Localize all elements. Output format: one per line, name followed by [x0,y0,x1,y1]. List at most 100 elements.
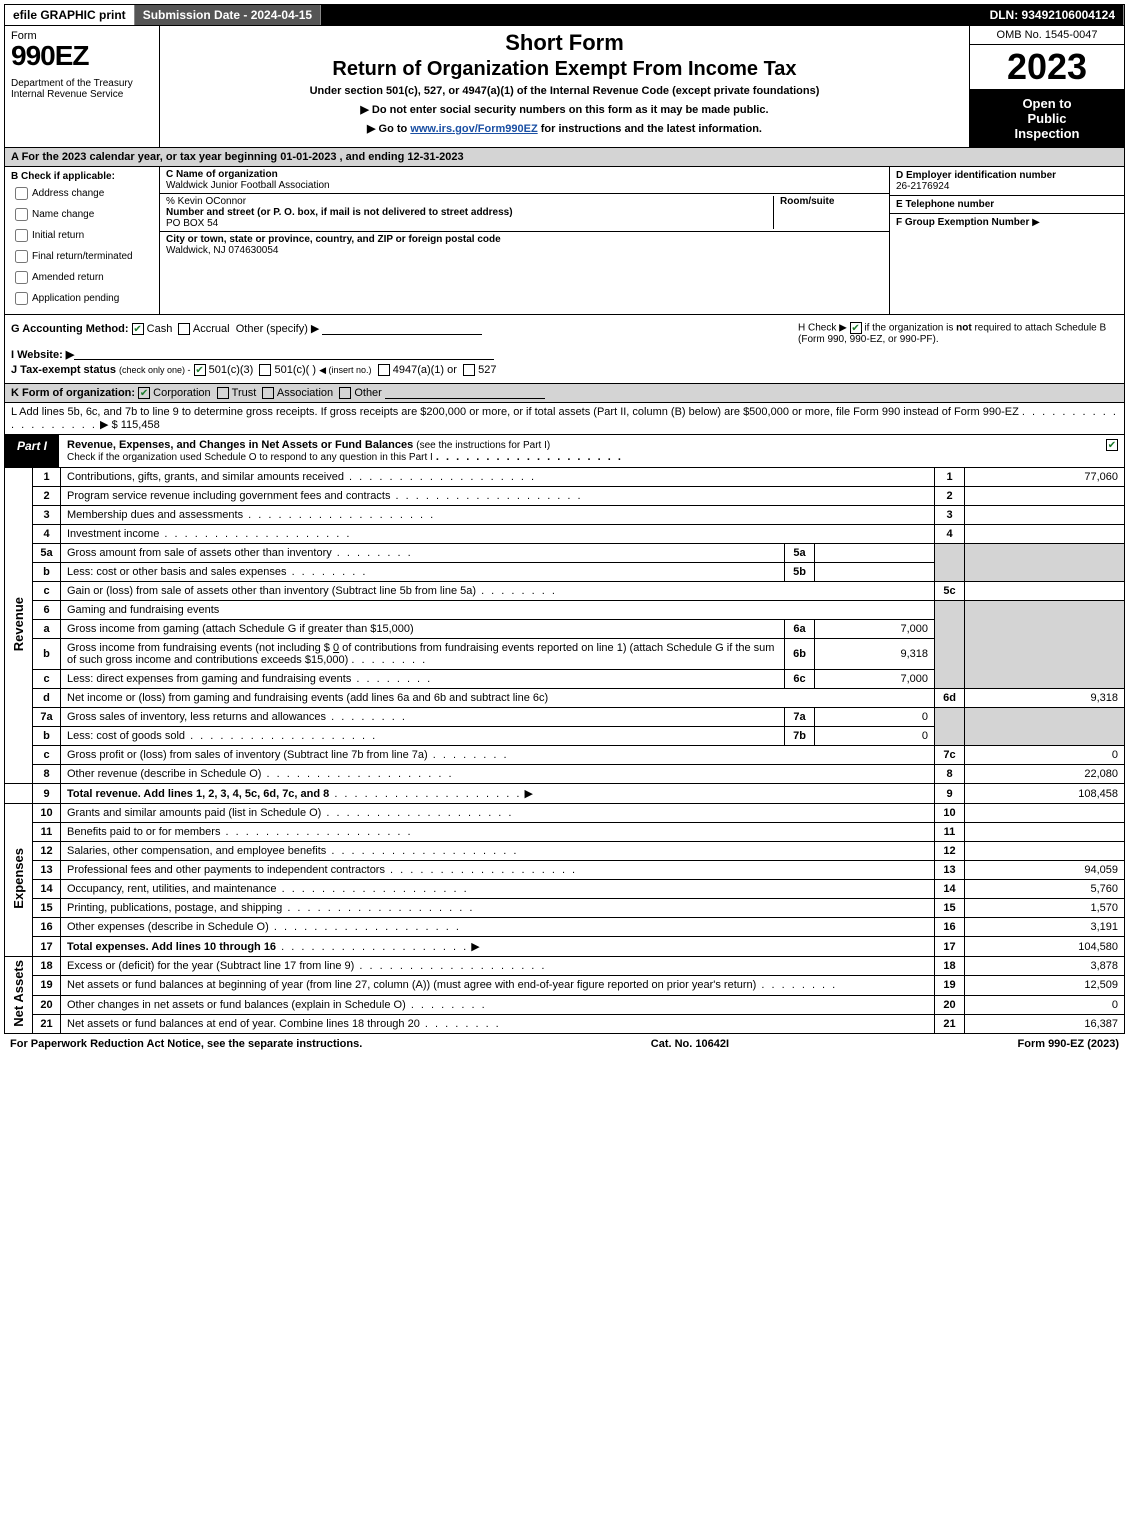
row-line-6: 6 Gaming and fundraising events [5,601,1125,620]
l1-rn: 1 [935,468,965,487]
l5b-desc: Less: cost or other basis and sales expe… [61,563,785,582]
chk-cash[interactable] [132,323,144,335]
l15-rn: 15 [935,899,965,918]
org-name-row: C Name of organization Waldwick Junior F… [160,167,889,194]
irs-link[interactable]: www.irs.gov/Form990EZ [410,123,537,135]
row-line-12: 12 Salaries, other compensation, and emp… [5,842,1125,861]
l11-num: 11 [33,823,61,842]
l17-num: 17 [33,937,61,957]
l4-rv [965,525,1125,544]
footer-catno: Cat. No. 10642I [651,1038,729,1050]
l10-num: 10 [33,804,61,823]
dept-treasury: Department of the Treasury [11,78,153,89]
l15-desc: Printing, publications, postage, and shi… [61,899,935,918]
l2-num: 2 [33,487,61,506]
chk-final-return-box[interactable] [15,250,28,263]
bcdef-block: B Check if applicable: Address change Na… [4,167,1125,315]
efile-label[interactable]: efile GRAPHIC print [5,5,135,25]
chk-final-return[interactable]: Final return/terminated [11,247,153,266]
l16-rv: 3,191 [965,918,1125,937]
l8-desc: Other revenue (describe in Schedule O) [61,765,935,784]
chk-schedule-o-icon [1106,439,1118,451]
chk-4947[interactable] [378,364,390,376]
chk-application-pending-box[interactable] [15,292,28,305]
chk-accrual[interactable] [178,323,190,335]
accrual-label: Accrual [193,323,230,335]
col-c-org-info: C Name of organization Waldwick Junior F… [160,167,889,314]
revenue-section-label: Revenue [5,468,33,784]
chk-amended-return-box[interactable] [15,271,28,284]
l2-desc: Program service revenue including govern… [61,487,935,506]
part-i-schedule-o-check[interactable] [1100,435,1124,467]
header-center: Short Form Return of Organization Exempt… [160,26,969,147]
k-label: K Form of organization: [11,387,135,399]
lbl-4947: 4947(a)(1) or [393,364,457,376]
cash-label: Cash [147,323,173,335]
chk-527[interactable] [463,364,475,376]
row-h: H Check ▶ if the organization is not req… [798,322,1118,345]
code-section-line: Under section 501(c), 527, or 4947(a)(1)… [166,85,963,97]
top-bar: efile GRAPHIC print Submission Date - 20… [4,4,1125,26]
netassets-section-label: Net Assets [5,957,33,1034]
goto-post: for instructions and the latest informat… [541,123,762,135]
org-name-value: Waldwick Junior Football Association [166,180,330,191]
chk-address-change-box[interactable] [15,187,28,200]
chk-initial-return-box[interactable] [15,229,28,242]
chk-address-change[interactable]: Address change [11,184,153,203]
l5b-num: b [33,563,61,582]
part-i-title-text: Revenue, Expenses, and Changes in Net As… [67,439,413,451]
l5b-mv [815,563,935,582]
row-line-3: 3 Membership dues and assessments 3 [5,506,1125,525]
chk-application-pending[interactable]: Application pending [11,289,153,308]
row-line-6d: d Net income or (loss) from gaming and f… [5,689,1125,708]
l7ab-gray-val [965,708,1125,746]
chk-assoc[interactable] [262,387,274,399]
form-number: 990EZ [11,42,153,70]
chk-amended-return[interactable]: Amended return [11,268,153,287]
l13-rn: 13 [935,861,965,880]
city-value: Waldwick, NJ 074630054 [166,245,278,256]
city-row: City or town, state or province, country… [160,232,889,258]
lbl-501c3: 501(c)(3) [209,364,254,376]
l3-num: 3 [33,506,61,525]
arrow-icon: ▶ [1032,217,1040,228]
chk-initial-return[interactable]: Initial return [11,226,153,245]
chk-corp[interactable] [138,387,150,399]
omb-number: OMB No. 1545-0047 [970,26,1124,45]
chk-trust[interactable] [217,387,229,399]
l4-rn: 4 [935,525,965,544]
l7b-desc: Less: cost of goods sold [61,727,785,746]
l21-desc: Net assets or fund balances at end of ye… [61,1014,935,1033]
chk-other-org[interactable] [339,387,351,399]
l16-num: 16 [33,918,61,937]
chk-schedule-b[interactable] [850,322,862,334]
l6b-desc: Gross income from fundraising events (no… [61,639,785,670]
l6a-mv: 7,000 [815,620,935,639]
b-header: B Check if applicable: [11,171,153,182]
l6abc-gray [935,601,965,689]
footer-left: For Paperwork Reduction Act Notice, see … [10,1038,362,1050]
row-i-website: I Website: ▶ [11,348,1118,361]
website-field[interactable] [74,348,494,360]
chk-501c[interactable] [259,364,271,376]
row-line-7c: c Gross profit or (loss) from sales of i… [5,746,1125,765]
l14-desc: Occupancy, rent, utilities, and maintena… [61,880,935,899]
l7b-mv: 0 [815,727,935,746]
j-sub: (check only one) - [119,365,191,375]
row-line-21: 21 Net assets or fund balances at end of… [5,1014,1125,1033]
street-value: PO BOX 54 [166,218,218,229]
chk-name-change-box[interactable] [15,208,28,221]
ssn-warning: Do not enter social security numbers on … [166,103,963,116]
l9-rv: 108,458 [965,784,1125,804]
l6a-desc: Gross income from gaming (attach Schedul… [61,620,785,639]
l19-rv: 12,509 [965,976,1125,995]
chk-501c3[interactable] [194,364,206,376]
l20-rn: 20 [935,995,965,1014]
l9-num: 9 [33,784,61,804]
l6c-desc: Less: direct expenses from gaming and fu… [61,670,785,689]
short-form-title: Short Form [166,30,963,56]
l6-num: 6 [33,601,61,620]
other-org-field[interactable] [385,387,545,399]
chk-name-change[interactable]: Name change [11,205,153,224]
other-specify-field[interactable] [322,323,482,335]
